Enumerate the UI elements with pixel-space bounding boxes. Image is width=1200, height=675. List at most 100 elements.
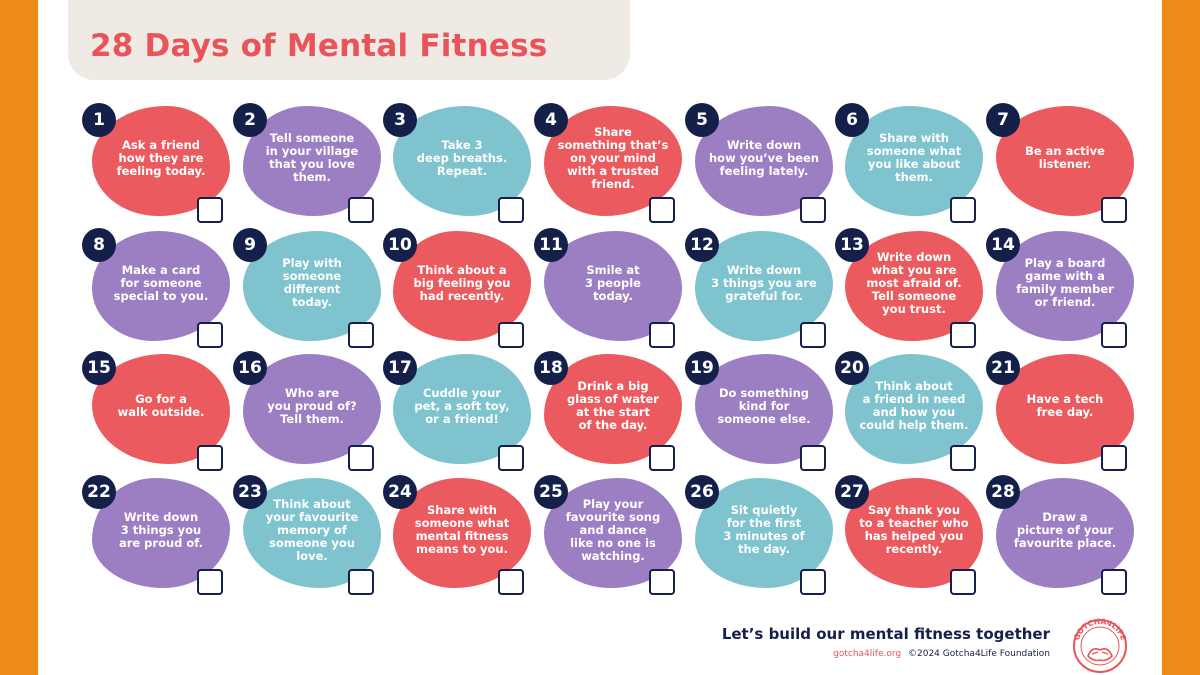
day-number-badge: 23 [233, 475, 267, 509]
day-checkbox[interactable] [950, 445, 976, 471]
day-card-21: Have a tech free day. 21 [986, 351, 1136, 476]
day-checkbox[interactable] [950, 197, 976, 223]
day-activity: Take 3 deep breaths. Repeat. [416, 137, 508, 178]
day-activity: Write down 3 things you are proud of. [118, 509, 204, 550]
day-card-25: Play your favourite song and dance like … [534, 475, 684, 600]
day-activity: Go for a walk outside. [117, 392, 205, 419]
website-link[interactable]: gotcha4life.org [833, 649, 902, 659]
day-card-27: Say thank you to a teacher who has helpe… [835, 475, 985, 600]
day-card-13: Write down what you are most afraid of. … [835, 228, 985, 353]
day-number-badge: 21 [986, 351, 1020, 385]
day-checkbox[interactable] [1101, 197, 1127, 223]
day-card-28: Draw a picture of your favourite place. 2… [986, 475, 1136, 600]
day-activity: Play with someone different today. [282, 256, 342, 309]
day-number-badge: 3 [383, 103, 417, 137]
day-card-23: Think about your favourite memory of som… [233, 475, 383, 600]
day-card-3: Take 3 deep breaths. Repeat. 3 [383, 103, 533, 228]
day-checkbox[interactable] [800, 445, 826, 471]
day-number-badge: 16 [233, 351, 267, 385]
title-band [68, 0, 630, 80]
day-checkbox[interactable] [348, 445, 374, 471]
day-checkbox[interactable] [800, 322, 826, 348]
day-checkbox[interactable] [498, 322, 524, 348]
day-card-9: Play with someone different today. 9 [233, 228, 383, 353]
day-checkbox[interactable] [498, 569, 524, 595]
day-checkbox[interactable] [649, 322, 675, 348]
day-activity: Play your favourite song and dance like … [565, 496, 661, 563]
day-card-26: Sit quietly for the first 3 minutes of t… [685, 475, 835, 600]
day-number-badge: 26 [685, 475, 719, 509]
day-number-badge: 13 [835, 228, 869, 262]
day-checkbox[interactable] [1101, 445, 1127, 471]
day-activity: Share something that’s on your mind with… [557, 124, 669, 191]
calendar-page: 28 Days of Mental Fitness Ask a friend h… [38, 0, 1162, 675]
day-card-12: Write down 3 things you are grateful for… [685, 228, 835, 353]
day-checkbox[interactable] [498, 445, 524, 471]
day-card-8: Make a card for someone special to you. 8 [82, 228, 232, 353]
day-activity: Who are you proud of? Tell them. [267, 385, 357, 426]
day-checkbox[interactable] [197, 322, 223, 348]
day-number-badge: 27 [835, 475, 869, 509]
day-checkbox[interactable] [649, 197, 675, 223]
day-checkbox[interactable] [348, 197, 374, 223]
day-checkbox[interactable] [348, 569, 374, 595]
day-activity: Think about a big feeling you had recent… [413, 262, 511, 303]
day-checkbox[interactable] [800, 197, 826, 223]
day-checkbox[interactable] [950, 569, 976, 595]
day-activity: Share with someone what mental fitness m… [414, 503, 510, 556]
day-activity: Draw a picture of your favourite place. [1013, 509, 1117, 550]
day-number-badge: 2 [233, 103, 267, 137]
day-checkbox[interactable] [197, 445, 223, 471]
day-number-badge: 25 [534, 475, 568, 509]
day-activity: Write down 3 things you are grateful for… [711, 262, 817, 303]
day-checkbox[interactable] [1101, 322, 1127, 348]
day-number-badge: 11 [534, 228, 568, 262]
day-checkbox[interactable] [800, 569, 826, 595]
page-title: 28 Days of Mental Fitness [90, 28, 548, 64]
day-number-badge: 24 [383, 475, 417, 509]
day-checkbox[interactable] [649, 445, 675, 471]
day-activity: Do something kind for someone else. [717, 385, 811, 426]
day-checkbox[interactable] [498, 197, 524, 223]
day-card-17: Cuddle your pet, a soft toy, or a friend… [383, 351, 533, 476]
day-activity: Tell someone in your village that you lo… [265, 131, 359, 184]
day-number-badge: 18 [534, 351, 568, 385]
day-card-5: Write down how you’ve been feeling latel… [685, 103, 835, 228]
day-activity: Have a tech free day. [1026, 392, 1104, 419]
gotcha4life-logo: GOTCHA4LIFE [1072, 617, 1128, 673]
day-number-badge: 17 [383, 351, 417, 385]
day-card-20: Think about a friend in need and how you… [835, 351, 985, 476]
day-card-24: Share with someone what mental fitness m… [383, 475, 533, 600]
day-checkbox[interactable] [348, 322, 374, 348]
day-card-11: Smile at 3 people today. 11 [534, 228, 684, 353]
day-activity: Cuddle your pet, a soft toy, or a friend… [414, 385, 510, 426]
day-activity: Sit quietly for the first 3 minutes of t… [723, 503, 805, 556]
day-number-badge: 5 [685, 103, 719, 137]
day-activity: Be an active listener. [1025, 144, 1105, 171]
day-card-4: Share something that’s on your mind with… [534, 103, 684, 228]
day-activity: Write down what you are most afraid of. … [866, 249, 962, 316]
day-activity: Think about a friend in need and how you… [859, 379, 969, 432]
day-number-badge: 6 [835, 103, 869, 137]
day-number-badge: 20 [835, 351, 869, 385]
day-number-badge: 8 [82, 228, 116, 262]
day-card-18: Drink a big glass of water at the start … [534, 351, 684, 476]
tagline: Let’s build our mental fitness together [721, 625, 1050, 643]
day-checkbox[interactable] [1101, 569, 1127, 595]
day-card-10: Think about a big feeling you had recent… [383, 228, 533, 353]
day-activity: Play a board game with a family member o… [1016, 256, 1114, 309]
day-checkbox[interactable] [197, 569, 223, 595]
day-activity: Make a card for someone special to you. [113, 262, 209, 303]
day-activity: Say thank you to a teacher who has helpe… [859, 503, 969, 556]
day-card-22: Write down 3 things you are proud of. 22 [82, 475, 232, 600]
day-checkbox[interactable] [197, 197, 223, 223]
day-card-6: Share with someone what you like about t… [835, 103, 985, 228]
day-number-badge: 22 [82, 475, 116, 509]
day-card-19: Do something kind for someone else. 19 [685, 351, 835, 476]
day-checkbox[interactable] [950, 322, 976, 348]
day-card-16: Who are you proud of? Tell them. 16 [233, 351, 383, 476]
day-activity: Write down how you’ve been feeling latel… [709, 137, 819, 178]
day-checkbox[interactable] [649, 569, 675, 595]
days-grid: Ask a friend how they are feeling today.… [38, 0, 1162, 675]
day-number-badge: 1 [82, 103, 116, 137]
